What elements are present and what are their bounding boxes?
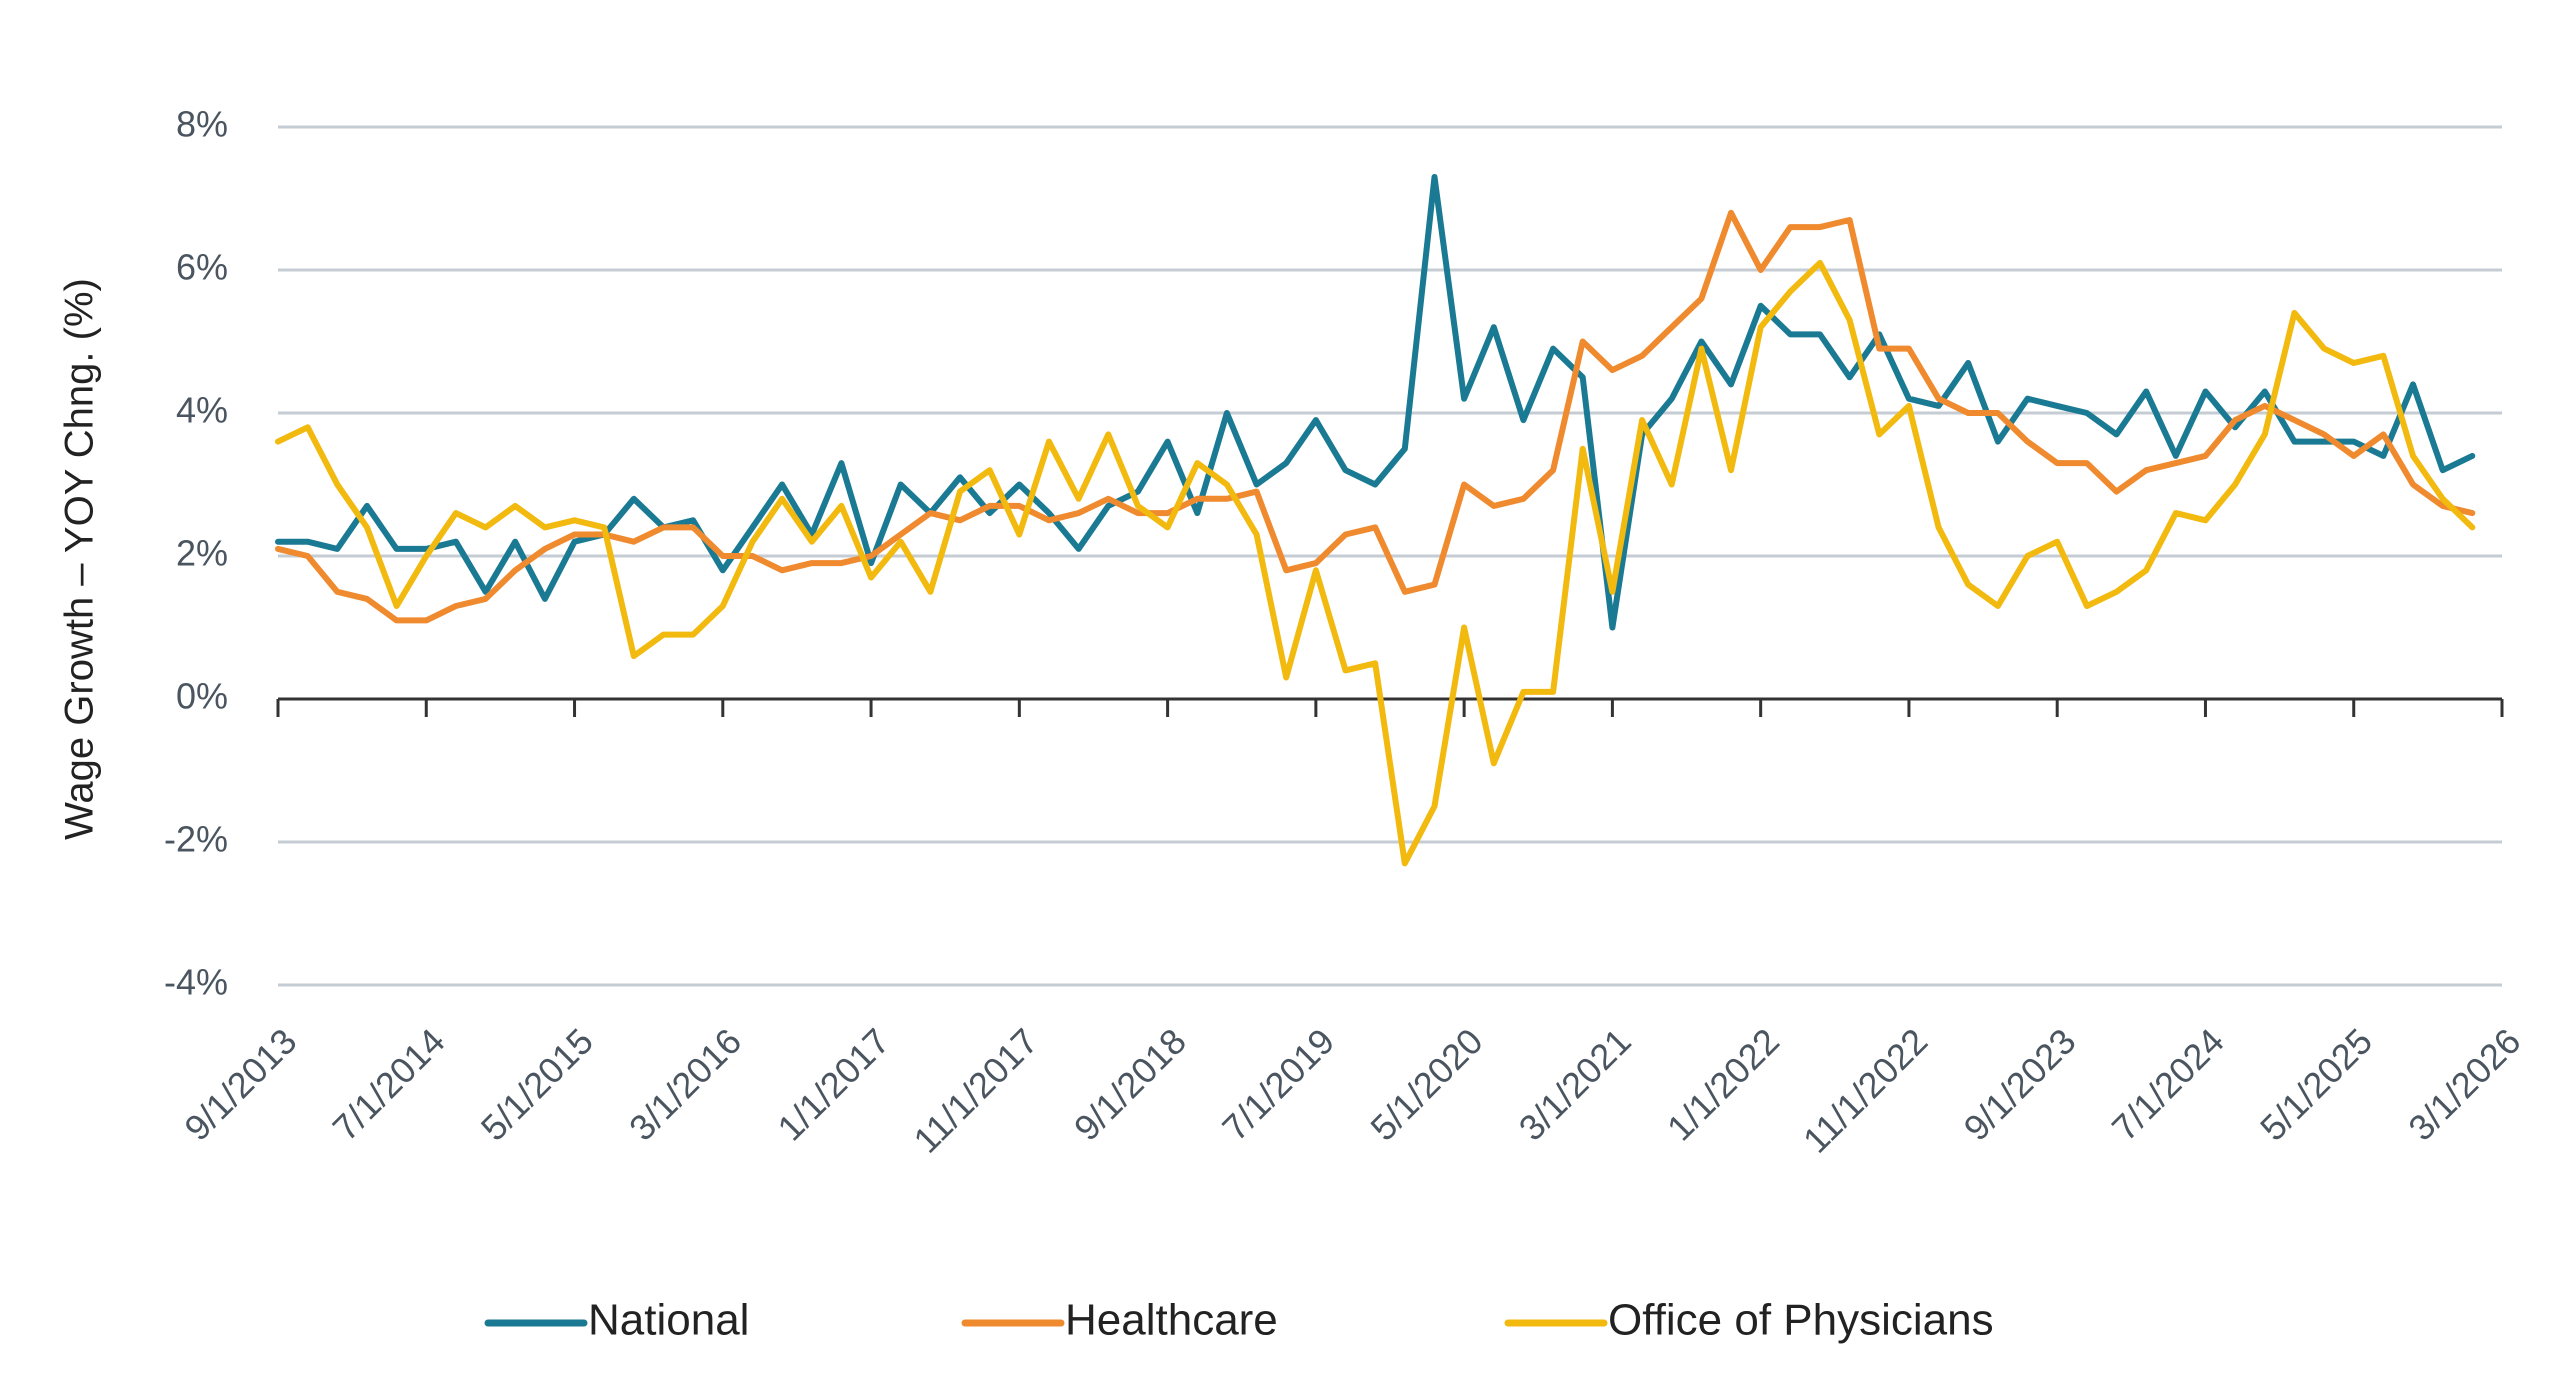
x-tick-label: 1/1/2017 bbox=[769, 1020, 897, 1148]
x-tick-label: 3/1/2021 bbox=[1511, 1020, 1639, 1148]
x-tick-label: 7/1/2014 bbox=[325, 1020, 453, 1148]
x-tick-label: 11/1/2017 bbox=[905, 1020, 1045, 1160]
series-line bbox=[275, 174, 2476, 631]
series-line bbox=[275, 259, 2476, 867]
x-tick-label: 9/1/2018 bbox=[1066, 1020, 1194, 1148]
series-line bbox=[275, 209, 2476, 624]
legend-label: National bbox=[588, 1296, 749, 1345]
y-tick-label: 8% bbox=[176, 104, 228, 145]
x-tick-label: 9/1/2023 bbox=[1955, 1020, 2083, 1148]
y-tick-label: 6% bbox=[176, 247, 228, 288]
x-tick-label: 1/1/2022 bbox=[1659, 1020, 1787, 1148]
y-tick-label: 4% bbox=[176, 390, 228, 431]
legend-label: Healthcare bbox=[1065, 1296, 1278, 1345]
x-tick-label: 9/1/2013 bbox=[176, 1020, 304, 1148]
y-tick-label: -4% bbox=[164, 962, 228, 1003]
x-tick-label: 5/1/2020 bbox=[1362, 1020, 1490, 1148]
x-tick-label: 3/1/2016 bbox=[621, 1020, 749, 1148]
y-tick-label: 0% bbox=[176, 676, 228, 717]
x-tick-label: 7/1/2019 bbox=[1214, 1020, 1342, 1148]
x-tick-label: 3/1/2026 bbox=[2400, 1020, 2528, 1148]
y-tick-label: -2% bbox=[164, 819, 228, 860]
x-tick-label: 5/1/2025 bbox=[2252, 1020, 2380, 1148]
y-axis-label: Wage Growth – YOY Chng. (%) bbox=[58, 278, 102, 840]
x-tick-label: 5/1/2015 bbox=[473, 1020, 601, 1148]
x-tick-label: 7/1/2024 bbox=[2104, 1020, 2232, 1148]
y-tick-label: 2% bbox=[176, 533, 228, 574]
legend-label: Office of Physicians bbox=[1608, 1296, 1994, 1345]
x-tick-label: 11/1/2022 bbox=[1795, 1020, 1935, 1160]
